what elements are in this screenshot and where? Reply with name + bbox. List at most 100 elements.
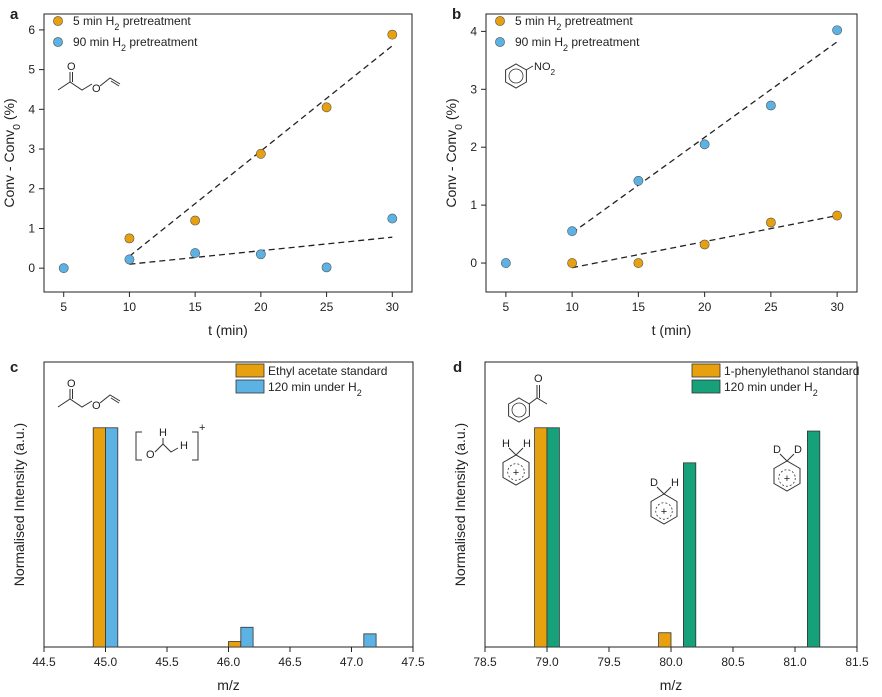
legend-label: 1-phenylethanol standard — [724, 364, 859, 378]
legend-label-part: 120 min under H — [724, 380, 813, 394]
x-tick-label: 45.5 — [155, 655, 179, 669]
atom-label: O — [92, 83, 101, 95]
bond — [99, 394, 121, 404]
atom-label: H — [671, 477, 679, 489]
ring — [773, 460, 801, 492]
nitro-label-part: NO — [534, 61, 551, 73]
x-tick-label-part: 81.5 — [845, 655, 869, 669]
x-tick-label: 79.5 — [597, 655, 621, 669]
panel-letter-part: a — [10, 6, 19, 23]
legend-marker — [53, 16, 63, 26]
data-point — [832, 25, 843, 36]
x-tick-label-part: 78.5 — [473, 655, 497, 669]
legend-label: 90 min H2 pretreatment — [515, 35, 640, 53]
x-tick-label-part: 80.5 — [721, 655, 745, 669]
ring-ring — [655, 502, 673, 520]
data-point — [699, 239, 710, 250]
x-tick-label-part: 79.0 — [535, 655, 559, 669]
x-axis-label: m/z — [660, 677, 683, 693]
x-tick-label-part: 79.5 — [597, 655, 621, 669]
panel-letter: d — [453, 359, 462, 376]
x-tick-label-part: 20 — [254, 300, 268, 314]
atom-label: O — [534, 373, 543, 385]
legend-swatch — [235, 379, 265, 394]
bar — [534, 427, 548, 648]
x-axis-label-part: m/z — [660, 677, 683, 693]
panel-letter-part: c — [10, 359, 18, 376]
legend-label-part: pretreatment — [126, 35, 198, 49]
legend-label-part: 2 — [563, 43, 568, 53]
data-point — [500, 258, 511, 268]
atom-label: H — [523, 438, 531, 450]
y-tick-label: 4 — [470, 24, 477, 38]
x-tick-label-part: 47.5 — [401, 655, 425, 669]
legend-swatch — [691, 379, 721, 394]
legend-marker — [495, 16, 505, 26]
vinyl-acetate-structure-icon: OO — [57, 61, 121, 95]
x-tick-label: 79.0 — [535, 655, 559, 669]
x-tick-label-part: 15 — [632, 300, 646, 314]
legend-label-part: 1-phenylethanol standard — [724, 364, 859, 378]
x-tick-label-part: 5 — [60, 300, 67, 314]
atom-label-part: H — [502, 438, 510, 450]
atom-label: O — [67, 61, 76, 73]
atom-label-part: D — [650, 477, 658, 489]
tropylium-dh-icon: D H + — [650, 477, 679, 525]
legend-label-part: 5 min H — [515, 14, 556, 28]
x-tick-label: 25 — [320, 300, 334, 314]
bond — [656, 486, 665, 495]
tropylium-d2-icon: D D + — [773, 444, 802, 492]
legend-label-part: 2 — [357, 388, 362, 398]
y-tick-label: 5 — [28, 63, 35, 77]
y-tick-label: 0 — [28, 261, 35, 275]
y-axis-label-part: (%) — [443, 98, 459, 124]
x-tick-label: 46.0 — [217, 655, 241, 669]
x-axis-label: t (min) — [652, 322, 692, 338]
x-tick-label: 78.5 — [473, 655, 497, 669]
y-tick-label-part: 2 — [470, 140, 477, 154]
x-axis-label-part: t (min) — [208, 322, 248, 338]
y-tick-label: 6 — [28, 23, 35, 37]
x-tick-label-part: 45.0 — [94, 655, 118, 669]
x-tick-label-part: 10 — [123, 300, 137, 314]
x-tick-label: 44.5 — [32, 655, 56, 669]
x-tick-label-part: 47.0 — [340, 655, 364, 669]
legend-label: 90 min H2 pretreatment — [73, 35, 198, 53]
legend-label-part: pretreatment — [119, 14, 191, 28]
x-tick-label-part: 45.5 — [155, 655, 179, 669]
x-tick-label-part: 44.5 — [32, 655, 56, 669]
x-tick-label: 10 — [565, 300, 579, 314]
data-point — [124, 254, 135, 265]
legend-label-part: 90 min H — [515, 35, 563, 49]
atom-label-part: O — [92, 400, 101, 412]
panel-letter: b — [452, 6, 461, 23]
x-tick-label-part: 46.0 — [217, 655, 241, 669]
atom-label-part: O — [146, 449, 155, 461]
bracket-left — [135, 431, 142, 461]
x-tick-label: 30 — [830, 300, 844, 314]
data-point — [124, 233, 135, 244]
legend-label-part: 120 min under H — [268, 380, 357, 394]
charge-label: + — [661, 506, 667, 518]
panel-letter-part: d — [453, 359, 462, 376]
data-point — [765, 100, 776, 111]
atom-label-part: O — [67, 61, 76, 73]
x-tick-label-part: 30 — [830, 300, 844, 314]
atom-label-part: H — [671, 477, 679, 489]
x-tick-label-part: 25 — [320, 300, 334, 314]
x-tick-label: 30 — [386, 300, 400, 314]
y-axis-label: Conv - Conv0 (%) — [1, 98, 23, 207]
atom-label-part: H — [180, 440, 188, 452]
atom-label-part: D — [794, 444, 802, 456]
data-point — [321, 102, 332, 113]
y-tick-label: 3 — [470, 82, 477, 96]
x-tick-label-part: 10 — [565, 300, 579, 314]
bond — [779, 453, 788, 462]
x-tick-label-part: 20 — [698, 300, 712, 314]
tropylium-h2-icon: H H + — [502, 438, 531, 486]
x-tick-label: 81.5 — [845, 655, 869, 669]
y-axis-label: Normalised Intensity (a.u.) — [452, 423, 468, 586]
y-tick-label-part: 4 — [470, 24, 477, 38]
